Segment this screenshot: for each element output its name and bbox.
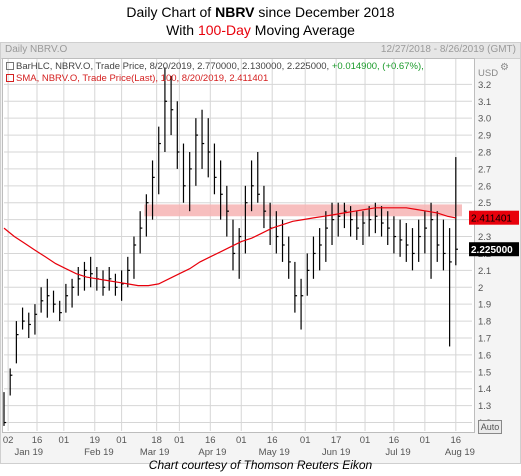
x-tick-label: 01 bbox=[300, 435, 311, 446]
y-tick-label: 1.7 bbox=[478, 334, 491, 345]
y-axis-currency: USD bbox=[478, 68, 498, 79]
bar-legend-icon bbox=[6, 62, 14, 71]
price-bars bbox=[3, 67, 458, 426]
y-tick-label: 2.1 bbox=[478, 266, 491, 277]
y-tick-label: 2.5 bbox=[478, 198, 491, 209]
x-tick-label: 01 bbox=[174, 435, 185, 446]
sma-line bbox=[3, 207, 456, 287]
subtitle-period: 100-Day bbox=[197, 22, 251, 38]
x-month-label: Jan 19 bbox=[14, 447, 43, 458]
gridlines bbox=[4, 59, 472, 431]
y-tick-label: 1.5 bbox=[478, 367, 491, 378]
y-tick-label: 1.8 bbox=[478, 317, 491, 328]
x-tick-label: 01 bbox=[360, 435, 371, 446]
x-tick-label: 16 bbox=[389, 435, 400, 446]
y-tick-label: 1.3 bbox=[478, 401, 491, 412]
x-month-label: Mar 19 bbox=[140, 447, 170, 458]
x-tick-label: 16 bbox=[205, 435, 216, 446]
price-last-value-label: 2.225000 bbox=[471, 245, 513, 256]
chart-title-line2: With 100-Day Moving Average bbox=[0, 22, 521, 38]
x-tick-label: 01 bbox=[420, 435, 431, 446]
resistance-band-rect bbox=[144, 204, 463, 217]
y-tick-label: 2.9 bbox=[478, 131, 491, 142]
plot-area[interactable] bbox=[2, 58, 475, 433]
x-tick-label: 01 bbox=[59, 435, 70, 446]
price-last-value-marker bbox=[469, 242, 519, 257]
y-tick-label: 1.6 bbox=[478, 350, 491, 361]
title-prefix: Daily Chart of bbox=[126, 4, 216, 20]
chart-header-left: Daily NBRV.O bbox=[5, 44, 68, 55]
title-ticker: NBRV bbox=[215, 4, 255, 20]
legend-sma-text: SMA, NBRV.O, Trade Price(Last), 100, 8/2… bbox=[16, 73, 269, 84]
x-tick-label: 02 bbox=[3, 435, 14, 446]
y-tick-label: 1.4 bbox=[478, 384, 491, 395]
y-tick-label: 2.8 bbox=[478, 148, 491, 159]
settings-gear-icon[interactable]: ⚙ bbox=[500, 62, 509, 73]
sma-last-value-marker bbox=[469, 210, 519, 225]
x-month-label: Jul 19 bbox=[385, 447, 410, 458]
x-month-label: Aug 19 bbox=[445, 447, 475, 458]
x-tick-label: 16 bbox=[32, 435, 43, 446]
sma-polyline bbox=[3, 207, 456, 287]
y-tick-label: 3.1 bbox=[478, 97, 491, 108]
subtitle-suffix: Moving Average bbox=[250, 22, 355, 38]
x-tick-label: 16 bbox=[451, 435, 462, 446]
x-tick-label: 19 bbox=[89, 435, 100, 446]
y-tick-label: 2.3 bbox=[478, 232, 491, 243]
y-tick-label: 2 bbox=[478, 283, 483, 294]
resistance-band bbox=[144, 204, 463, 217]
legend-sma[interactable]: SMA, NBRV.O, Trade Price(Last), 100, 8/2… bbox=[6, 73, 268, 84]
x-tick-label: 18 bbox=[151, 435, 162, 446]
last-value-markers: 2.411401 2.225000 bbox=[469, 210, 519, 257]
y-tick-label: 3.0 bbox=[478, 114, 491, 125]
legend-bar-change: +0.014900, (+0.67%), bbox=[331, 61, 424, 72]
x-month-label: Feb 19 bbox=[84, 447, 114, 458]
sma-last-value-label: 2.411401 bbox=[471, 214, 512, 225]
subtitle-prefix: With bbox=[166, 22, 198, 38]
x-month-label: May 19 bbox=[259, 447, 290, 458]
legend-bar-text: BarHLC, NBRV.O, Trade Price, 8/20/2019, … bbox=[16, 61, 332, 72]
x-tick-label: 17 bbox=[331, 435, 342, 446]
x-tick-label: 16 bbox=[267, 435, 278, 446]
chart-title-line1: Daily Chart of NBRV since December 2018 bbox=[0, 4, 521, 20]
sma-legend-icon bbox=[6, 74, 14, 83]
x-month-label: Jun 19 bbox=[322, 447, 351, 458]
y-tick-label: 2.7 bbox=[478, 164, 491, 175]
x-tick-label: 01 bbox=[116, 435, 127, 446]
chart-header-date-range: 12/27/2018 - 8/26/2019 (GMT) bbox=[380, 44, 516, 55]
y-tick-label: 2.6 bbox=[478, 181, 491, 192]
chart-caption: Chart courtesy of Thomson Reuters Eikon bbox=[148, 458, 373, 472]
x-tick-label: 01 bbox=[236, 435, 247, 446]
y-tick-label: 1.9 bbox=[478, 300, 491, 311]
y-tick-label: 3.2 bbox=[478, 80, 491, 91]
x-month-label: Apr 19 bbox=[198, 447, 226, 458]
legend-bar-hlc[interactable]: BarHLC, NBRV.O, Trade Price, 8/20/2019, … bbox=[6, 61, 424, 72]
auto-scale-button[interactable]: Auto bbox=[478, 420, 502, 434]
title-suffix: since December 2018 bbox=[254, 4, 395, 20]
